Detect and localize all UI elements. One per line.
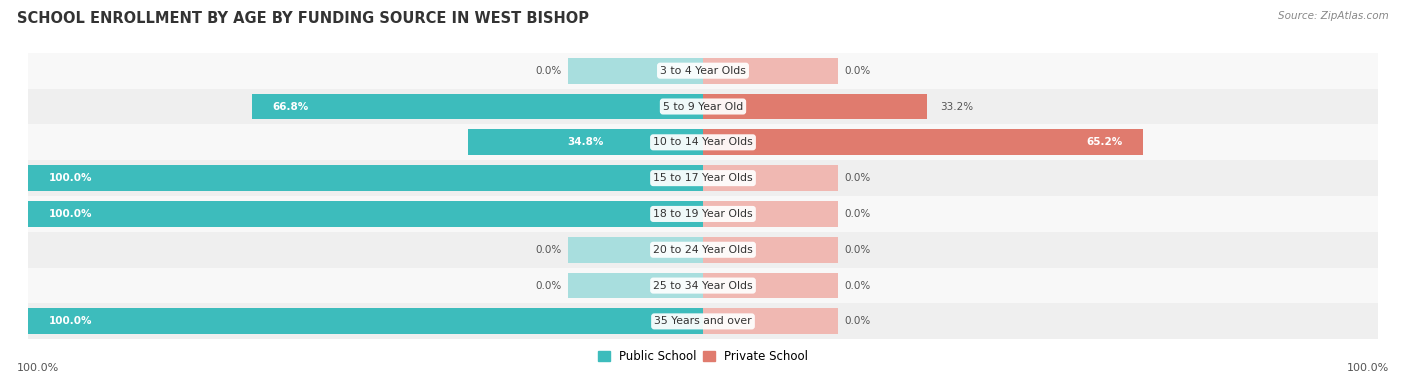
Text: 15 to 17 Year Olds: 15 to 17 Year Olds	[654, 173, 752, 183]
Bar	[28, 308, 703, 334]
Bar	[703, 308, 838, 334]
Text: Source: ZipAtlas.com: Source: ZipAtlas.com	[1278, 11, 1389, 21]
Text: 0.0%: 0.0%	[845, 316, 870, 326]
Bar	[703, 93, 927, 120]
Text: 0.0%: 0.0%	[536, 66, 561, 76]
Bar	[703, 165, 838, 191]
Text: 35 Years and over: 35 Years and over	[654, 316, 752, 326]
Text: 33.2%: 33.2%	[941, 101, 974, 112]
Bar	[703, 129, 838, 155]
Bar	[568, 165, 703, 191]
Text: 100.0%: 100.0%	[17, 363, 59, 373]
Bar	[568, 93, 703, 120]
Bar	[703, 58, 838, 84]
Text: 10 to 14 Year Olds: 10 to 14 Year Olds	[654, 137, 752, 147]
Text: 0.0%: 0.0%	[845, 209, 870, 219]
Bar	[28, 303, 1378, 339]
Text: 34.8%: 34.8%	[568, 137, 603, 147]
Bar	[568, 237, 703, 263]
Bar	[568, 308, 703, 334]
Bar	[703, 273, 838, 299]
Bar	[703, 129, 1143, 155]
Text: 0.0%: 0.0%	[845, 173, 870, 183]
Bar	[568, 58, 703, 84]
Text: 18 to 19 Year Olds: 18 to 19 Year Olds	[654, 209, 752, 219]
Bar	[568, 129, 703, 155]
Bar	[28, 196, 1378, 232]
Text: 0.0%: 0.0%	[536, 280, 561, 291]
Text: 3 to 4 Year Olds: 3 to 4 Year Olds	[659, 66, 747, 76]
Bar	[568, 273, 703, 299]
Text: 100.0%: 100.0%	[1347, 363, 1389, 373]
Bar	[28, 124, 1378, 160]
Text: 100.0%: 100.0%	[48, 209, 91, 219]
Bar	[28, 160, 1378, 196]
Text: 0.0%: 0.0%	[845, 280, 870, 291]
Text: 100.0%: 100.0%	[48, 316, 91, 326]
Bar	[252, 93, 703, 120]
Text: 25 to 34 Year Olds: 25 to 34 Year Olds	[654, 280, 752, 291]
Text: 5 to 9 Year Old: 5 to 9 Year Old	[662, 101, 744, 112]
Bar	[468, 129, 703, 155]
Text: 100.0%: 100.0%	[48, 173, 91, 183]
Text: 65.2%: 65.2%	[1087, 137, 1123, 147]
Bar	[28, 232, 1378, 268]
Bar	[703, 201, 838, 227]
Bar	[28, 165, 703, 191]
Text: SCHOOL ENROLLMENT BY AGE BY FUNDING SOURCE IN WEST BISHOP: SCHOOL ENROLLMENT BY AGE BY FUNDING SOUR…	[17, 11, 589, 26]
Bar	[28, 268, 1378, 303]
Bar	[568, 201, 703, 227]
Bar	[28, 201, 703, 227]
Bar	[28, 53, 1378, 89]
Text: 0.0%: 0.0%	[845, 66, 870, 76]
Text: 0.0%: 0.0%	[536, 245, 561, 255]
Text: 20 to 24 Year Olds: 20 to 24 Year Olds	[654, 245, 752, 255]
Bar	[703, 93, 838, 120]
Legend: Public School, Private School: Public School, Private School	[593, 345, 813, 368]
Bar	[28, 89, 1378, 124]
Bar	[703, 237, 838, 263]
Text: 0.0%: 0.0%	[845, 245, 870, 255]
Text: 66.8%: 66.8%	[273, 101, 309, 112]
